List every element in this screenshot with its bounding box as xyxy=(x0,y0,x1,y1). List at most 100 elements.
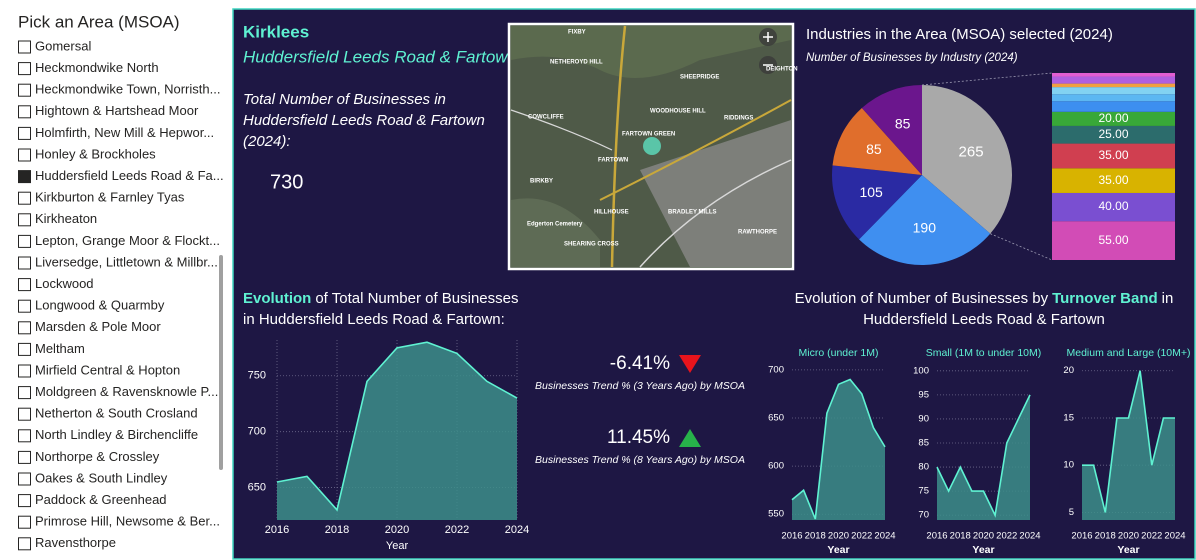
slicer-item-label[interactable]: Heckmondwike North xyxy=(35,60,159,75)
slicer-item[interactable]: Moldgreen & Ravensknowle P... xyxy=(19,384,219,399)
x-tick-label: 2020 xyxy=(973,531,994,542)
slicer-item-label[interactable]: Longwood & Quarmby xyxy=(35,298,165,313)
kpi-caption: Businesses Trend % (3 Years Ago) by MSOA xyxy=(535,380,745,392)
slicer-item-label[interactable]: Hightown & Hartshead Moor xyxy=(35,103,199,118)
checkbox[interactable] xyxy=(19,473,31,485)
slicer-item-label[interactable]: Primrose Hill, Newsome & Ber... xyxy=(35,514,220,529)
slicer-item[interactable]: Marsden & Pole Moor xyxy=(19,319,162,334)
scrollbar[interactable] xyxy=(219,255,223,470)
map-label: DEIGHTON xyxy=(766,67,798,73)
slicer-item[interactable]: Huddersfield Leeds Road & Fa... xyxy=(19,168,224,183)
checkbox[interactable] xyxy=(19,149,31,161)
x-tick-label: 2022 xyxy=(851,531,872,542)
slicer-item[interactable]: Lepton, Grange Moor & Flockt... xyxy=(19,233,220,248)
bar-segment xyxy=(1052,87,1175,94)
checkbox[interactable] xyxy=(19,192,31,204)
slicer-item[interactable]: Heckmondwike North xyxy=(19,60,159,75)
slicer-item-label[interactable]: Moldgreen & Ravensknowle P... xyxy=(35,384,218,399)
slicer-item-label[interactable]: Heckmondwike Town, Norristh... xyxy=(35,82,220,97)
slicer-item-label[interactable]: Ravensthorpe xyxy=(35,535,116,550)
slicer-item-label[interactable]: Marsden & Pole Moor xyxy=(35,319,161,334)
map-label: RAWTHORPE xyxy=(738,230,777,236)
slicer-item-label[interactable]: Northorpe & Crossley xyxy=(35,449,160,464)
x-tick-label: 2016 xyxy=(926,531,947,542)
checkbox[interactable] xyxy=(19,365,31,377)
slicer-item[interactable]: Hightown & Hartshead Moor xyxy=(19,103,199,118)
y-tick-label: 90 xyxy=(918,413,929,424)
total-caption: (2024): xyxy=(243,133,291,150)
checkbox[interactable] xyxy=(19,430,31,442)
slicer-item-label[interactable]: Lepton, Grange Moor & Flockt... xyxy=(35,233,220,248)
checkbox[interactable] xyxy=(19,279,31,291)
map-label: BRADLEY MILLS xyxy=(668,210,717,216)
checkbox[interactable] xyxy=(19,451,31,463)
checkbox[interactable] xyxy=(19,84,31,96)
slicer-item[interactable]: Primrose Hill, Newsome & Ber... xyxy=(19,514,220,529)
x-tick-label: 2022 xyxy=(996,531,1017,542)
slicer-item-label[interactable]: Huddersfield Leeds Road & Fa... xyxy=(35,168,224,183)
y-tick-label: 5 xyxy=(1069,507,1074,518)
slicer-item[interactable]: Netherton & South Crosland xyxy=(19,406,198,421)
checkbox[interactable] xyxy=(19,408,31,420)
slicer-item-label[interactable]: Honley & Brockholes xyxy=(35,146,156,161)
slicer-item[interactable]: Gomersal xyxy=(19,38,92,53)
pie-title: Industries in the Area (MSOA) selected (… xyxy=(806,26,1113,43)
slicer-item-label[interactable]: Paddock & Greenhead xyxy=(35,492,167,507)
slicer-item-label[interactable]: Gomersal xyxy=(35,38,91,53)
x-tick-label: 2018 xyxy=(325,524,349,536)
area-name: Kirklees xyxy=(243,22,309,41)
total-value: 730 xyxy=(270,171,303,193)
slicer-item[interactable]: Paddock & Greenhead xyxy=(19,492,167,507)
map-label: FIXBY xyxy=(568,30,586,36)
slicer-item[interactable]: Kirkburton & Farnley Tyas xyxy=(19,190,185,205)
panel-title: Small (1M to under 10M) xyxy=(926,347,1042,359)
checkbox[interactable] xyxy=(19,63,31,75)
slicer-item[interactable]: Meltham xyxy=(19,341,85,356)
chart-title: Evolutionof Total Number of Businesses xyxy=(243,290,519,307)
slicer-item-label[interactable]: Liversedge, Littletown & Millbr... xyxy=(35,254,218,269)
slicer-item[interactable]: Oakes & South Lindley xyxy=(19,470,168,485)
checkbox[interactable] xyxy=(19,171,31,183)
slicer-item[interactable]: Mirfield Central & Hopton xyxy=(19,362,181,377)
checkbox[interactable] xyxy=(19,214,31,226)
checkbox[interactable] xyxy=(19,41,31,53)
checkbox[interactable] xyxy=(19,322,31,334)
slicer-item-label[interactable]: Kirkheaton xyxy=(35,211,97,226)
kpi-value: 11.45% xyxy=(607,427,670,448)
slicer-item[interactable]: Longwood & Quarmby xyxy=(19,298,165,313)
checkbox[interactable] xyxy=(19,127,31,139)
slicer-item[interactable]: Holmfirth, New Mill & Hepwor... xyxy=(19,125,215,140)
slicer-item-label[interactable]: Meltham xyxy=(35,341,85,356)
x-tick-label: 2024 xyxy=(1164,531,1185,542)
slicer-item[interactable]: Honley & Brockholes xyxy=(19,146,157,161)
x-tick-label: 2020 xyxy=(385,524,409,536)
slicer-item-label[interactable]: Netherton & South Crosland xyxy=(35,406,198,421)
checkbox[interactable] xyxy=(19,495,31,507)
slicer-item[interactable]: Kirkheaton xyxy=(19,211,98,226)
checkbox[interactable] xyxy=(19,257,31,269)
bar-label: 35.00 xyxy=(1098,148,1128,162)
bar-segment xyxy=(1052,84,1175,88)
checkbox[interactable] xyxy=(19,516,31,528)
checkbox[interactable] xyxy=(19,343,31,355)
slicer-item[interactable]: Heckmondwike Town, Norristh... xyxy=(19,82,221,97)
checkbox[interactable] xyxy=(19,235,31,247)
pie-label: 265 xyxy=(959,143,984,160)
slicer-item-label[interactable]: Lockwood xyxy=(35,276,94,291)
slicer-item[interactable]: North Lindley & Birchencliffe xyxy=(19,427,199,442)
slicer-item[interactable]: Lockwood xyxy=(19,276,94,291)
bar-label: 55.00 xyxy=(1098,233,1128,247)
checkbox[interactable] xyxy=(19,300,31,312)
slicer-item[interactable]: Northorpe & Crossley xyxy=(19,449,160,464)
slicer-item-label[interactable]: Mirfield Central & Hopton xyxy=(35,362,180,377)
slicer-item-label[interactable]: Holmfirth, New Mill & Hepwor... xyxy=(35,125,214,140)
slicer-item-label[interactable]: Kirkburton & Farnley Tyas xyxy=(35,190,185,205)
slicer-item-label[interactable]: North Lindley & Birchencliffe xyxy=(35,427,198,442)
checkbox[interactable] xyxy=(19,387,31,399)
slicer-item-label[interactable]: Oakes & South Lindley xyxy=(35,470,168,485)
map-marker[interactable] xyxy=(643,137,661,155)
checkbox[interactable] xyxy=(19,538,31,550)
slicer-item[interactable]: Liversedge, Littletown & Millbr... xyxy=(19,254,218,269)
checkbox[interactable] xyxy=(19,106,31,118)
